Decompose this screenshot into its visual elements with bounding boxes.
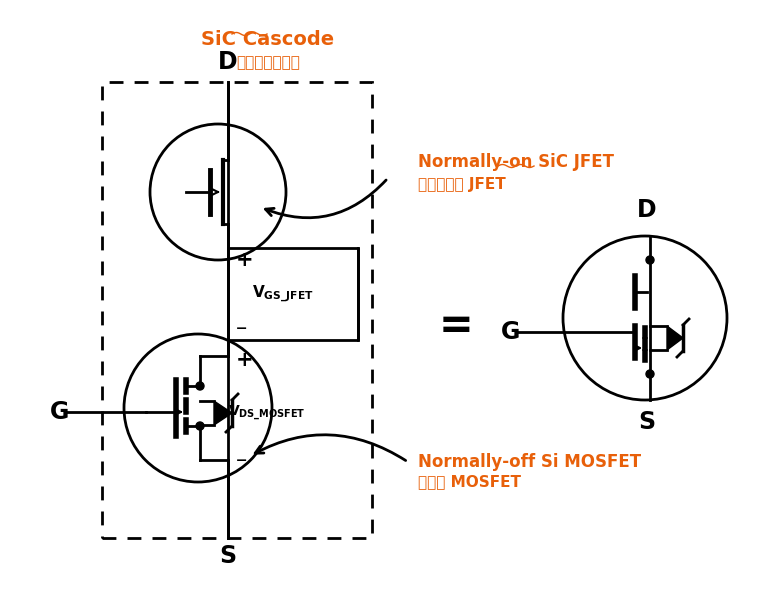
Text: =: = — [438, 305, 474, 347]
Text: +: + — [236, 350, 254, 370]
Circle shape — [196, 382, 204, 390]
Bar — [102, 82, 372, 538]
Text: Normally-on SiC JFET: Normally-on SiC JFET — [418, 153, 614, 171]
Text: G: G — [501, 320, 521, 344]
Circle shape — [196, 422, 204, 430]
Text: D: D — [637, 198, 657, 222]
Text: $\mathbf{V_{DS\_MOSFET}}$: $\mathbf{V_{DS\_MOSFET}}$ — [228, 404, 306, 422]
Polygon shape — [214, 401, 232, 425]
Text: +: + — [236, 250, 254, 270]
Text: 常关砥 MOSFET: 常关砥 MOSFET — [418, 474, 521, 490]
Text: S: S — [638, 410, 655, 434]
Text: SiC Cascode: SiC Cascode — [201, 30, 335, 49]
Text: Normally-off Si MOSFET: Normally-off Si MOSFET — [418, 453, 641, 471]
Polygon shape — [667, 326, 683, 350]
Circle shape — [646, 256, 654, 264]
Text: 碳化砥共源共栉: 碳化砥共源共栉 — [236, 55, 300, 70]
Text: $\mathbf{V_{GS\_JFET}}$: $\mathbf{V_{GS\_JFET}}$ — [252, 284, 314, 304]
Text: S: S — [220, 544, 237, 568]
Text: –: – — [236, 318, 247, 338]
Text: 常开碳化砥 JFET: 常开碳化砥 JFET — [418, 176, 506, 191]
Text: D: D — [218, 50, 238, 74]
Circle shape — [646, 370, 654, 378]
Text: G: G — [50, 400, 70, 424]
Text: –: – — [236, 450, 247, 470]
